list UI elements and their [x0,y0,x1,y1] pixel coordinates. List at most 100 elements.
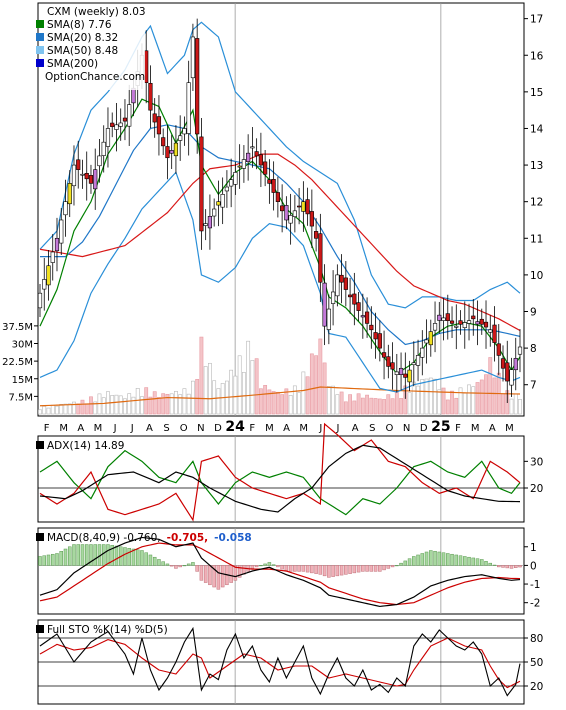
macd-histogram-bar [463,556,467,566]
volume-bar [271,391,276,415]
macd-histogram-bar [458,555,463,566]
macd-histogram-bar [412,556,416,566]
x-axis-label: F [455,423,461,434]
candle-body [318,233,323,283]
volume-bar [331,385,335,415]
macd-histogram-bar [63,548,68,566]
candle-body [513,358,518,371]
sto-tick-label: 50 [530,657,543,669]
x-axis-label: A [283,423,290,434]
candle-body [330,291,336,304]
candle-body [386,356,391,367]
volume-bar [84,403,89,415]
macd-histogram-bar [305,565,310,573]
macd-signal-line [39,542,521,606]
volume-bar [263,385,268,415]
candle-body [224,186,230,192]
x-axis-label: D [214,423,222,434]
volume-bar [208,362,212,415]
x-axis-label: M [299,423,308,434]
candle-body [343,277,348,290]
volume-bar [258,388,263,415]
volume-bar [67,403,72,415]
macd-histogram-bar [220,565,225,588]
sto-tick-label: 80 [530,633,543,645]
volume-bar [216,388,221,415]
adx-legend-swatch [36,441,44,449]
sto-tick-label: 20 [530,681,543,693]
volume-bar [246,340,251,415]
candle-body [114,124,119,130]
macd-histogram-bar [450,553,454,566]
macd-signal-value: -0.705, [167,532,209,544]
volume-bar [471,386,476,415]
macd-histogram-bar [131,548,136,566]
macd-histogram-bar [497,565,501,568]
macd-histogram-bar [331,565,335,577]
candle-body [93,169,98,190]
volume-bar [462,392,467,415]
volume-bar [377,398,382,415]
candle-body [246,152,251,163]
adx-tick-label: 30 [530,456,543,468]
x-axis-label: M [505,423,514,434]
macd-histogram-bar [38,556,42,566]
candle-body [186,82,191,134]
candle-body [37,292,43,309]
macd-histogram-bar [127,548,131,566]
volume-bar [314,355,319,415]
macd-histogram-bar [157,559,161,566]
macd-histogram-bar [310,565,314,574]
macd-histogram-bar [518,565,522,568]
candle-body [488,329,493,333]
macd-histogram-bar [55,553,59,566]
macd-histogram-bar [437,551,442,566]
candle-body [352,293,357,305]
volume-bar [161,393,166,415]
volume-bar [178,394,183,415]
candle-body [394,371,399,375]
volume-bar [488,357,493,415]
macd-histogram-bar [416,554,420,566]
volume-bar [157,397,161,415]
volume-bar [220,383,225,415]
x-axis-label: J [336,423,340,434]
macd-histogram-bar [454,554,459,566]
macd-histogram-bar [80,544,85,566]
candle-body [432,323,438,331]
candle-body [441,317,446,321]
volume-bar [356,393,361,415]
price-tick-label: 15 [530,87,543,99]
legend-sma200: SMA(200) [47,58,98,70]
price-tick-label: 14 [530,123,544,135]
volume-bar [59,403,64,415]
macd-histogram-bar [301,565,306,572]
macd-histogram-bar [208,565,212,586]
macd-histogram-bar [314,565,318,574]
volume-bar [339,391,344,415]
macd-histogram-bar [76,544,80,566]
candle-body [326,308,331,330]
macd-histogram-bar [84,544,89,566]
volume-bar [428,377,433,415]
volume-bar [326,386,331,415]
candle-body [301,201,306,212]
volume-bar [416,385,420,415]
candle-body [275,192,280,202]
macd-histogram-bar [148,554,153,566]
volume-bars [38,336,522,590]
candle-body [454,325,459,328]
macd-histogram-bar [135,549,140,566]
macd-histogram-bar [433,550,437,566]
volume-bar [509,398,514,415]
candle-body [390,362,395,370]
macd-histogram-bar [429,550,433,566]
candle-body [233,172,238,185]
candle-body [131,87,136,104]
macd-histogram-bar [123,547,127,566]
price-tick-label: 9 [530,307,537,319]
macd-histogram-bar [191,562,195,566]
volume-bar [46,407,51,415]
volume-bar [407,392,412,415]
